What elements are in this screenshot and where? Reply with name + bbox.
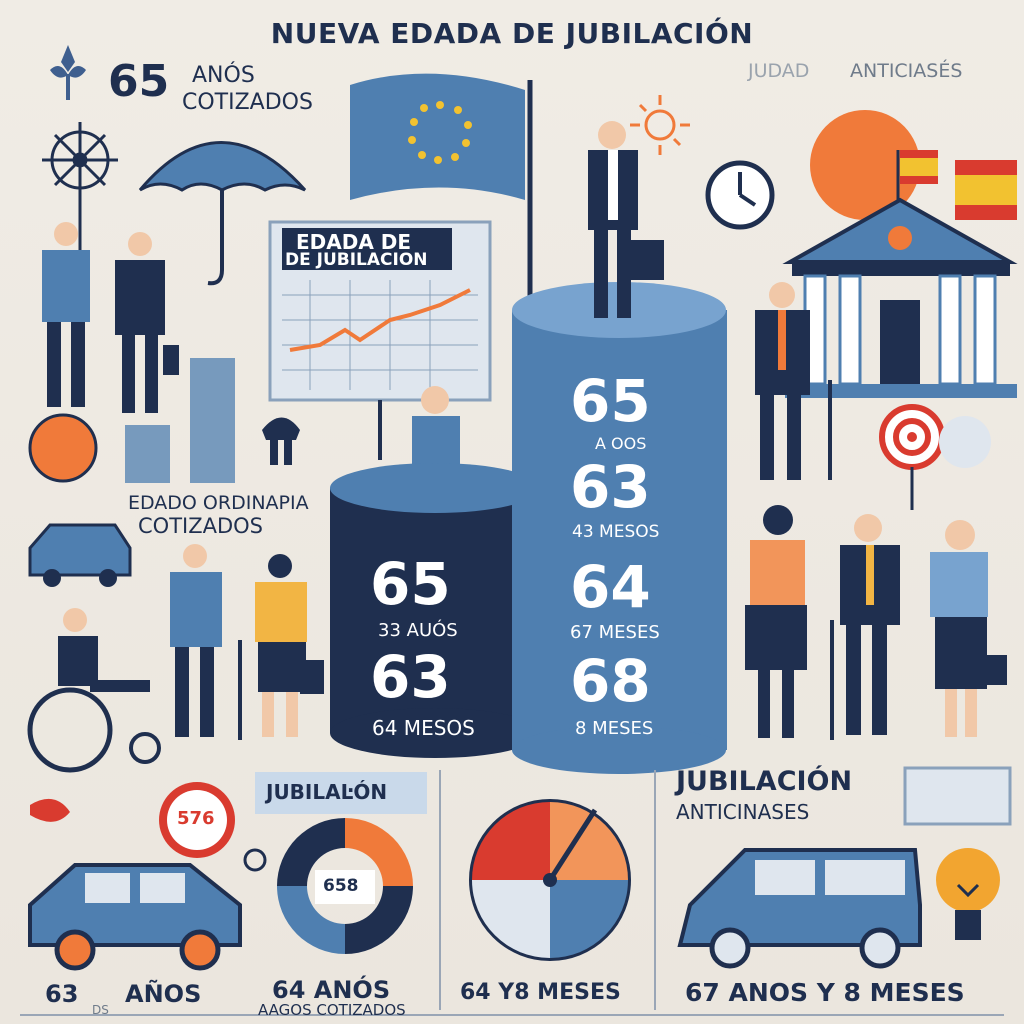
left-caption-line1: EDADO ORDINAPIA xyxy=(128,492,309,514)
wheelchair-illustration xyxy=(27,608,161,773)
bottom-label-2b: AAGOS COTIZADOS xyxy=(258,1001,406,1019)
bottom-label-1: 63 xyxy=(45,980,79,1008)
cyl-right-n1: 65 xyxy=(570,367,651,435)
cyl-left-n1: 65 xyxy=(370,550,451,618)
bottom-label-1b: AÑOS xyxy=(125,980,202,1008)
car-icon xyxy=(28,523,132,587)
cyl-right-n4: 68 xyxy=(570,647,651,715)
cyl-right-n2: 63 xyxy=(570,453,651,521)
sun-icon xyxy=(630,95,690,155)
left-caption-line2: COTIZADOS xyxy=(138,514,263,538)
red-badge-number: 576 xyxy=(177,808,215,829)
top-left-sub: COTIZADOS xyxy=(182,90,313,115)
cyl-right-l3: 67 MESES xyxy=(570,622,660,643)
elderly-couple-walking-illustration xyxy=(170,544,324,740)
bottom-label-4: 67 ANOS Y 8 MESES xyxy=(685,978,965,1007)
top-right-text1: JUDAD xyxy=(748,60,810,82)
cyl-right-l2: 43 MESOS xyxy=(572,522,660,542)
cyl-right-l4: 8 MESES xyxy=(575,718,654,739)
donut-center-label: 658 xyxy=(323,876,359,896)
umbrella-icon xyxy=(138,141,307,286)
cyl-left-l1: 33 AUÓS xyxy=(378,620,458,641)
bottom-label-3: 64 Y8 MESES xyxy=(460,980,621,1005)
donut-center-box xyxy=(315,870,375,904)
coin-icon xyxy=(28,413,98,483)
cyl-right-l1: A OOS xyxy=(595,434,647,453)
cyl-left-l2: 64 MESOS xyxy=(372,716,475,740)
government-building-icon xyxy=(782,197,1018,398)
light-bulb-icon xyxy=(936,848,1000,940)
leaf-icon xyxy=(50,45,86,100)
picture-icon xyxy=(903,766,1012,826)
elderly-group-illustration xyxy=(745,505,1007,740)
right-heading-line2: ANTICINASES xyxy=(676,800,810,824)
page-title: NUEVA EDADA DE JUBILACIÓN xyxy=(270,17,754,50)
elderly-man-with-cane-illustration xyxy=(755,282,832,480)
top-right-text2: ANTICIASÉS xyxy=(850,60,963,82)
businessman-illustration xyxy=(588,121,664,318)
cyl-left-n2: 63 xyxy=(370,643,451,711)
bar-icon xyxy=(125,425,170,483)
right-heading-line1: JUBILACIÓN xyxy=(676,766,853,797)
top-left-number: 65 xyxy=(108,56,170,107)
van-icon xyxy=(677,848,922,969)
spain-flag-icon xyxy=(896,150,1017,240)
car-icon xyxy=(28,863,242,971)
top-left-unit: ANÓS xyxy=(192,63,255,88)
bar-icon xyxy=(190,358,235,483)
jubilacion-label: JUBILAĿÓN xyxy=(266,780,388,804)
gauge-icon xyxy=(469,799,631,961)
bottom-label-2: 64 ANÓS xyxy=(272,976,391,1004)
chart-board-icon xyxy=(268,220,492,460)
target-icon xyxy=(879,404,945,510)
ring-icon xyxy=(243,848,267,872)
bottom-label-1c: DS xyxy=(92,1003,109,1017)
board-line2: DE JUBILACION xyxy=(285,250,428,270)
orange-sun-icon xyxy=(810,110,920,220)
ship-wheel-icon xyxy=(42,122,118,260)
eu-flag-icon xyxy=(350,73,533,300)
red-badge-inner xyxy=(167,790,227,850)
donut-chart-icon xyxy=(277,818,413,954)
clock-icon xyxy=(705,160,775,230)
badge-icon xyxy=(939,416,991,468)
elderly-couple-illustration xyxy=(42,222,179,413)
jubilacion-label-box xyxy=(255,772,427,814)
bird-icon xyxy=(30,798,70,822)
board-line1: EDADA DE xyxy=(296,230,412,254)
cylinder-left xyxy=(330,463,540,758)
cylinder-right xyxy=(512,282,727,774)
figure-silhouette-icon xyxy=(262,417,300,465)
cyl-right-n3: 64 xyxy=(570,553,651,621)
